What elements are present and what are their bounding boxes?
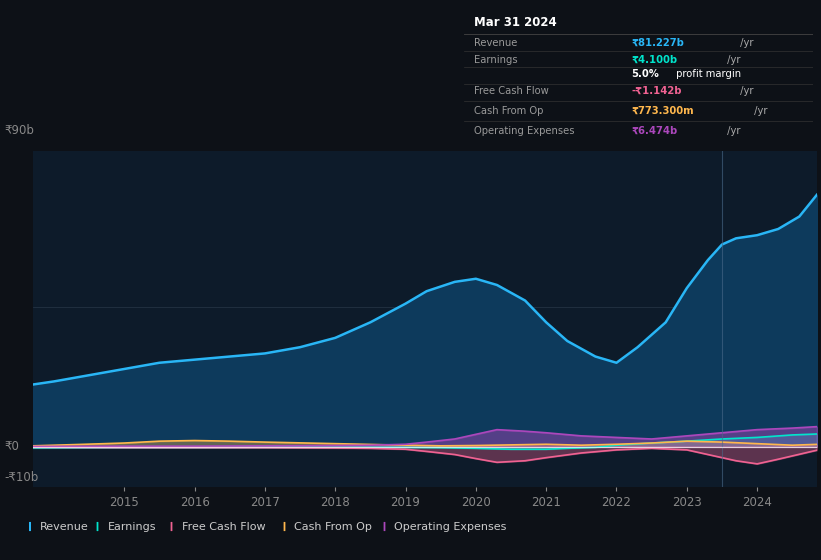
Text: Revenue: Revenue bbox=[475, 38, 518, 48]
Text: ₹6.474b: ₹6.474b bbox=[631, 126, 677, 136]
Text: ₹81.227b: ₹81.227b bbox=[631, 38, 684, 48]
Text: ₹90b: ₹90b bbox=[4, 124, 34, 137]
Text: -₹1.142b: -₹1.142b bbox=[631, 86, 682, 96]
Text: profit margin: profit margin bbox=[673, 69, 741, 79]
Text: Cash From Op: Cash From Op bbox=[295, 521, 373, 531]
Text: Operating Expenses: Operating Expenses bbox=[475, 126, 575, 136]
Text: ₹773.300m: ₹773.300m bbox=[631, 106, 694, 116]
Text: 5.0%: 5.0% bbox=[631, 69, 659, 79]
Text: /yr: /yr bbox=[737, 86, 754, 96]
Text: /yr: /yr bbox=[724, 126, 741, 136]
Text: Free Cash Flow: Free Cash Flow bbox=[475, 86, 549, 96]
Text: Free Cash Flow: Free Cash Flow bbox=[181, 521, 265, 531]
Text: Cash From Op: Cash From Op bbox=[475, 106, 544, 116]
Text: Earnings: Earnings bbox=[108, 521, 156, 531]
Text: /yr: /yr bbox=[724, 55, 741, 65]
Text: /yr: /yr bbox=[750, 106, 767, 116]
Text: ₹0: ₹0 bbox=[4, 440, 19, 453]
Text: Operating Expenses: Operating Expenses bbox=[395, 521, 507, 531]
Text: -₹10b: -₹10b bbox=[4, 472, 39, 484]
Text: Earnings: Earnings bbox=[475, 55, 518, 65]
Text: Mar 31 2024: Mar 31 2024 bbox=[475, 16, 557, 29]
Text: /yr: /yr bbox=[737, 38, 754, 48]
Text: Revenue: Revenue bbox=[40, 521, 89, 531]
Text: ₹4.100b: ₹4.100b bbox=[631, 55, 677, 65]
